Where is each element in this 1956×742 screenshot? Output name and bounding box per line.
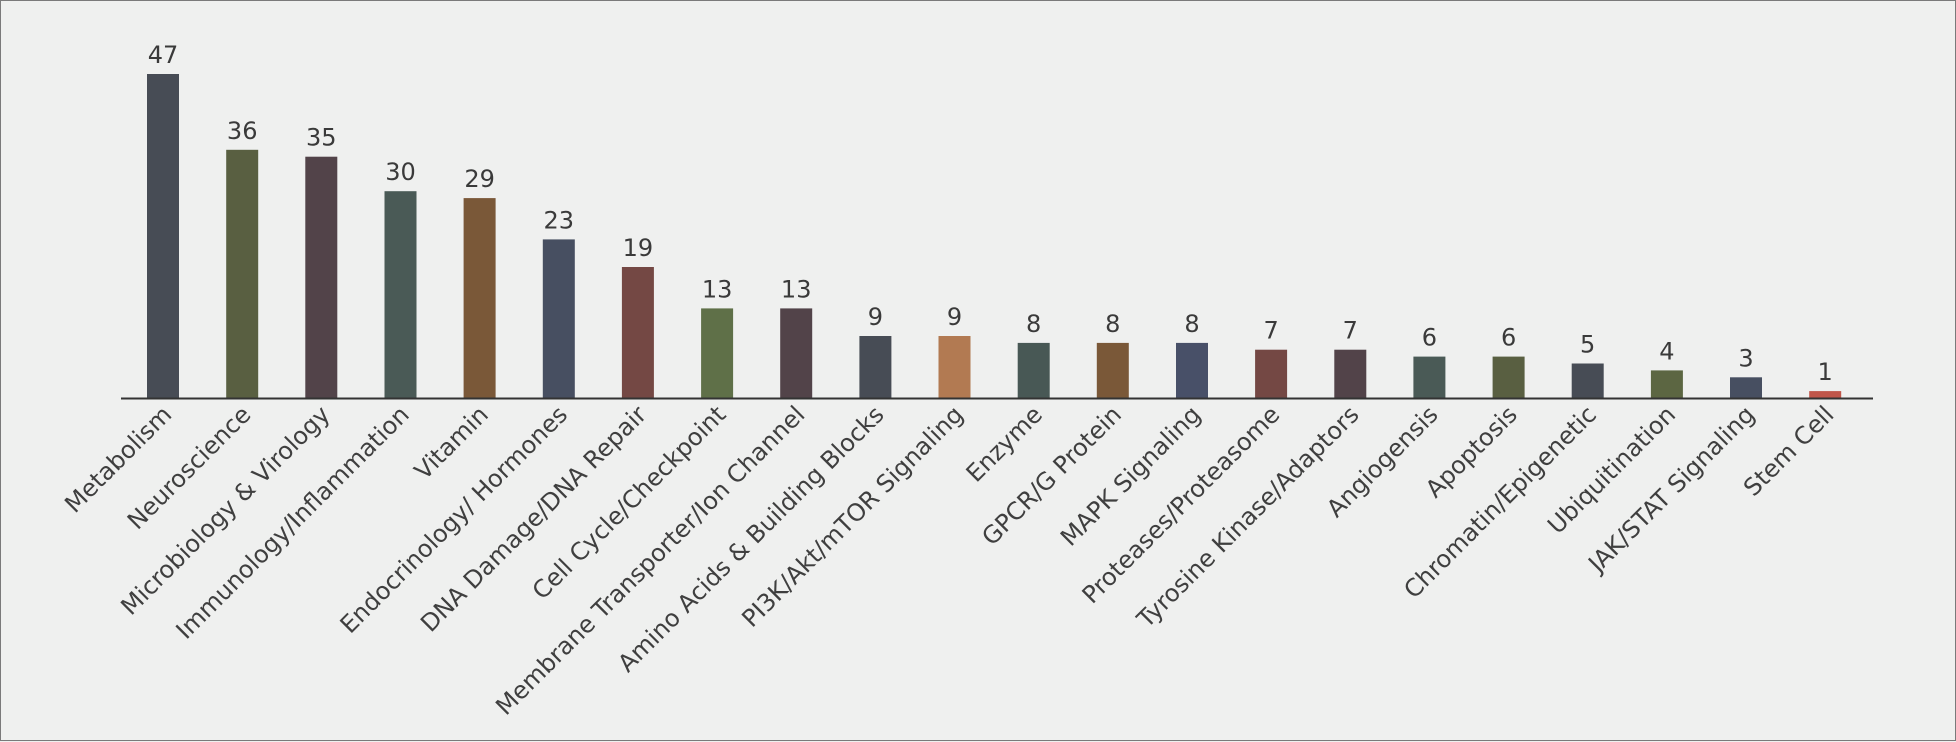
bar (463, 198, 496, 398)
category-label: GPCR/G Protein (976, 400, 1127, 551)
bar (1017, 342, 1050, 398)
category-label: MAPK Signaling (1055, 400, 1206, 551)
bar (859, 336, 892, 398)
value-label: 9 (868, 303, 883, 331)
bar (226, 149, 259, 398)
value-label: 13 (702, 275, 733, 303)
bar (542, 239, 575, 398)
value-label: 5 (1580, 331, 1595, 359)
value-label: 47 (148, 41, 179, 69)
value-label: 6 (1422, 324, 1437, 352)
bar (1492, 356, 1525, 398)
bar (1334, 349, 1367, 398)
value-label: 1 (1818, 358, 1833, 386)
bar (780, 308, 813, 398)
value-label: 29 (464, 165, 495, 193)
bar (1413, 356, 1446, 398)
bars-group (147, 74, 1842, 398)
bar (701, 308, 734, 398)
value-labels-group: 47 36 35 30 29 23 19 13 13 9 9 8 8 8 7 7 6 6 5 4 3 1 (148, 41, 1833, 386)
value-label: 8 (1026, 310, 1041, 338)
value-label: 9 (947, 303, 962, 331)
value-label: 7 (1343, 317, 1358, 345)
value-label: 3 (1738, 344, 1753, 372)
bar (621, 267, 654, 398)
bar (1650, 370, 1683, 398)
value-label: 36 (227, 117, 258, 145)
value-label: 6 (1501, 324, 1516, 352)
bar (1096, 342, 1129, 398)
bar (1809, 391, 1842, 398)
value-label: 7 (1263, 317, 1278, 345)
value-label: 23 (544, 206, 575, 234)
value-label: 30 (385, 158, 416, 186)
bar (1176, 342, 1208, 398)
bar (305, 156, 338, 398)
value-label: 4 (1659, 337, 1674, 365)
bar (147, 74, 179, 398)
value-label: 19 (623, 234, 654, 262)
bar (1730, 377, 1762, 398)
value-label: 35 (306, 124, 337, 152)
value-label: 8 (1105, 310, 1120, 338)
value-label: 13 (781, 275, 812, 303)
bar (938, 336, 971, 398)
value-label: 8 (1184, 310, 1199, 338)
bar (1255, 349, 1288, 398)
bar (1571, 363, 1604, 398)
bar (384, 191, 417, 398)
